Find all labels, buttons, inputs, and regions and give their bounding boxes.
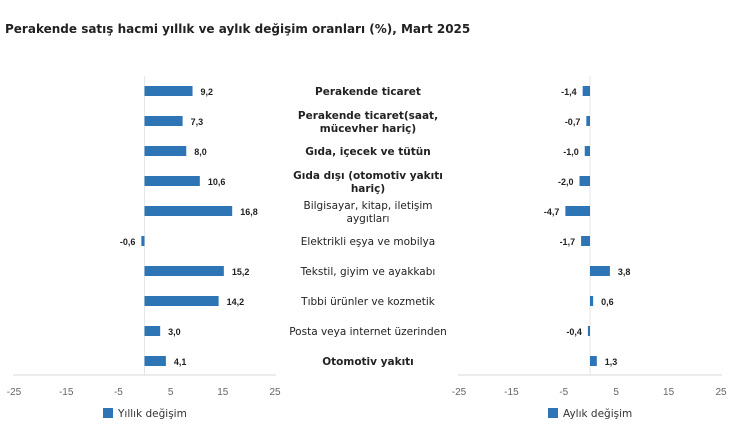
category-label: Tıbbi ürünler ve kozmetik <box>300 296 436 308</box>
bar <box>144 356 166 366</box>
bar <box>144 326 161 336</box>
data-label: 16,8 <box>240 207 258 217</box>
bar <box>144 116 183 126</box>
x-tick-label: -25 <box>7 387 22 398</box>
category-label: Otomotiv yakıtı <box>322 356 414 368</box>
x-tick-label: 25 <box>715 387 727 398</box>
x-tick-label: -25 <box>452 387 467 398</box>
category-label: Tekstil, giyim ve ayakkabı <box>300 266 436 278</box>
category-label: Posta veya internet üzerinden <box>289 326 447 338</box>
bar <box>579 176 590 186</box>
bar <box>565 206 590 216</box>
data-label: 0,6 <box>601 297 614 307</box>
x-tick-label: -5 <box>559 387 568 398</box>
category-label: aygıtları <box>347 213 390 225</box>
bar <box>144 176 200 186</box>
data-label: -1,7 <box>560 237 576 247</box>
data-label: 4,1 <box>174 357 187 367</box>
bar <box>581 236 590 246</box>
legend-swatch <box>103 408 113 418</box>
x-tick-label: -15 <box>59 387 74 398</box>
category-label: Bilgisayar, kitap, iletişim <box>304 200 433 212</box>
legend-label: Aylık değişim <box>563 408 632 420</box>
category-label: Elektrikli eşya ve mobilya <box>301 236 435 248</box>
data-label: 3,8 <box>618 267 631 277</box>
bar <box>144 86 193 96</box>
data-label: -2,0 <box>558 177 574 187</box>
bar <box>144 266 224 276</box>
bar <box>141 236 145 246</box>
data-label: 7,3 <box>191 117 204 127</box>
legend-label: Yıllık değişim <box>117 408 187 420</box>
data-label: -0,7 <box>565 117 581 127</box>
legend-swatch <box>548 408 558 418</box>
category-label: Perakende ticaret(saat, <box>298 110 438 122</box>
bar <box>590 266 610 276</box>
bar <box>582 86 590 96</box>
category-label: Gıda, içecek ve tütün <box>305 146 430 158</box>
bar <box>590 296 594 306</box>
data-label: -0,4 <box>566 327 582 337</box>
bar <box>144 206 233 216</box>
x-tick-label: 15 <box>663 387 675 398</box>
chart-title: Perakende satış hacmi yıllık ve aylık de… <box>5 22 471 36</box>
bar <box>144 146 187 156</box>
x-tick-label: -5 <box>114 387 123 398</box>
bar <box>586 116 590 126</box>
bar <box>584 146 590 156</box>
data-label: 9,2 <box>201 87 214 97</box>
category-label: hariç) <box>351 183 385 195</box>
category-label: Perakende ticaret <box>315 86 421 98</box>
bar <box>587 326 590 336</box>
bar <box>590 356 597 366</box>
category-label: Gıda dışı (otomotiv yakıtı <box>293 170 443 182</box>
data-label: -0,6 <box>120 237 136 247</box>
data-label: -1,4 <box>561 87 577 97</box>
data-label: 8,0 <box>194 147 207 157</box>
data-label: 10,6 <box>208 177 226 187</box>
data-label: 15,2 <box>232 267 250 277</box>
x-tick-label: 5 <box>168 387 174 398</box>
data-label: 3,0 <box>168 327 181 337</box>
data-label: 1,3 <box>605 357 618 367</box>
x-tick-label: 5 <box>613 387 619 398</box>
data-label: 14,2 <box>227 297 245 307</box>
x-tick-label: 15 <box>217 387 229 398</box>
bar <box>144 296 219 306</box>
x-tick-label: -15 <box>504 387 519 398</box>
category-label: mücevher hariç) <box>320 123 416 135</box>
data-label: -4,7 <box>544 207 560 217</box>
x-tick-label: 25 <box>269 387 281 398</box>
data-label: -1,0 <box>563 147 579 157</box>
